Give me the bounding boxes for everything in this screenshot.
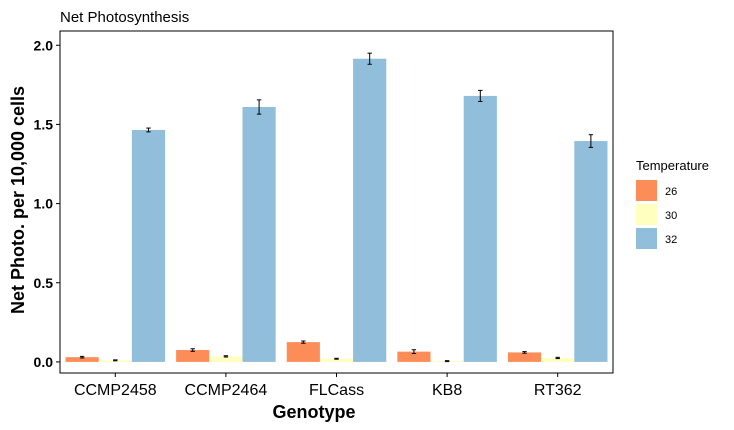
y-axis-title: Net Photo. per 10,000 cells — [8, 86, 28, 314]
bar-FLCass-26 — [286, 342, 320, 362]
error-bar-CCMP2464-30 — [223, 355, 229, 358]
y-tick-label: 1.0 — [34, 196, 54, 212]
bar-KB8-26 — [397, 351, 431, 362]
y-tick-label: 1.5 — [34, 116, 54, 132]
error-bar-RT362-26 — [522, 351, 527, 354]
error-bar-CCMP2464-32 — [256, 99, 262, 115]
x-tick-label: CCMP2458 — [74, 382, 157, 399]
bar-CCMP2458-26 — [65, 357, 99, 362]
error-bar-KB8-26 — [411, 349, 417, 355]
y-tick-label: 0.0 — [34, 354, 54, 370]
error-bar-FLCass-26 — [301, 340, 306, 344]
x-tick-label: FLCass — [309, 382, 364, 399]
error-bar-FLCass-32 — [367, 52, 372, 65]
bar-CCMP2464-30 — [209, 356, 243, 362]
legend-swatch-30 — [636, 204, 657, 225]
y-tick-label: 2.0 — [34, 37, 54, 53]
bar-FLCass-32 — [353, 58, 387, 362]
bar-CCMP2458-32 — [131, 129, 166, 362]
error-bar-KB8-30 — [444, 360, 450, 363]
bar-KB8-32 — [463, 95, 497, 362]
error-bar-CCMP2464-26 — [190, 348, 195, 352]
bar-RT362-32 — [574, 141, 608, 362]
x-tick-label: RT362 — [534, 382, 582, 399]
x-axis-title: Genotype — [272, 402, 355, 422]
legend-label: 30 — [665, 210, 677, 222]
error-bar-RT362-30 — [555, 356, 560, 360]
y-tick-label: 0.5 — [34, 275, 54, 291]
legend-label: 26 — [665, 186, 677, 198]
x-axis-ticks: CCMP2458 CCMP2464 FLCass KB8 RT362 — [74, 373, 582, 399]
bar-CCMP2464-26 — [176, 350, 210, 362]
y-axis-ticks: 0.0 0.5 1.0 1.5 2.0 — [34, 37, 60, 370]
bars-group — [65, 52, 608, 363]
bar-RT362-26 — [507, 352, 542, 362]
x-tick-label: CCMP2464 — [185, 382, 268, 399]
error-bar-CCMP2458-30 — [113, 359, 118, 362]
error-bar-CCMP2458-32 — [146, 127, 151, 133]
plot-panel-border — [59, 30, 614, 374]
error-bar-RT362-32 — [588, 134, 594, 148]
bar-CCMP2464-32 — [242, 107, 276, 362]
error-bar-CCMP2458-26 — [79, 355, 85, 359]
legend: 26 30 32 — [636, 180, 677, 249]
chart-title: Net Photosynthesis — [60, 9, 189, 26]
error-bar-FLCass-30 — [334, 357, 339, 360]
legend-label: 32 — [665, 234, 677, 246]
bar-FLCass-30 — [319, 358, 354, 362]
x-tick-label: KB8 — [432, 382, 462, 399]
legend-swatch-32 — [636, 228, 657, 249]
legend-swatch-26 — [636, 180, 657, 201]
legend-title: Temperature — [636, 158, 709, 173]
bar-RT362-30 — [541, 357, 575, 362]
error-bar-KB8-32 — [478, 89, 483, 102]
